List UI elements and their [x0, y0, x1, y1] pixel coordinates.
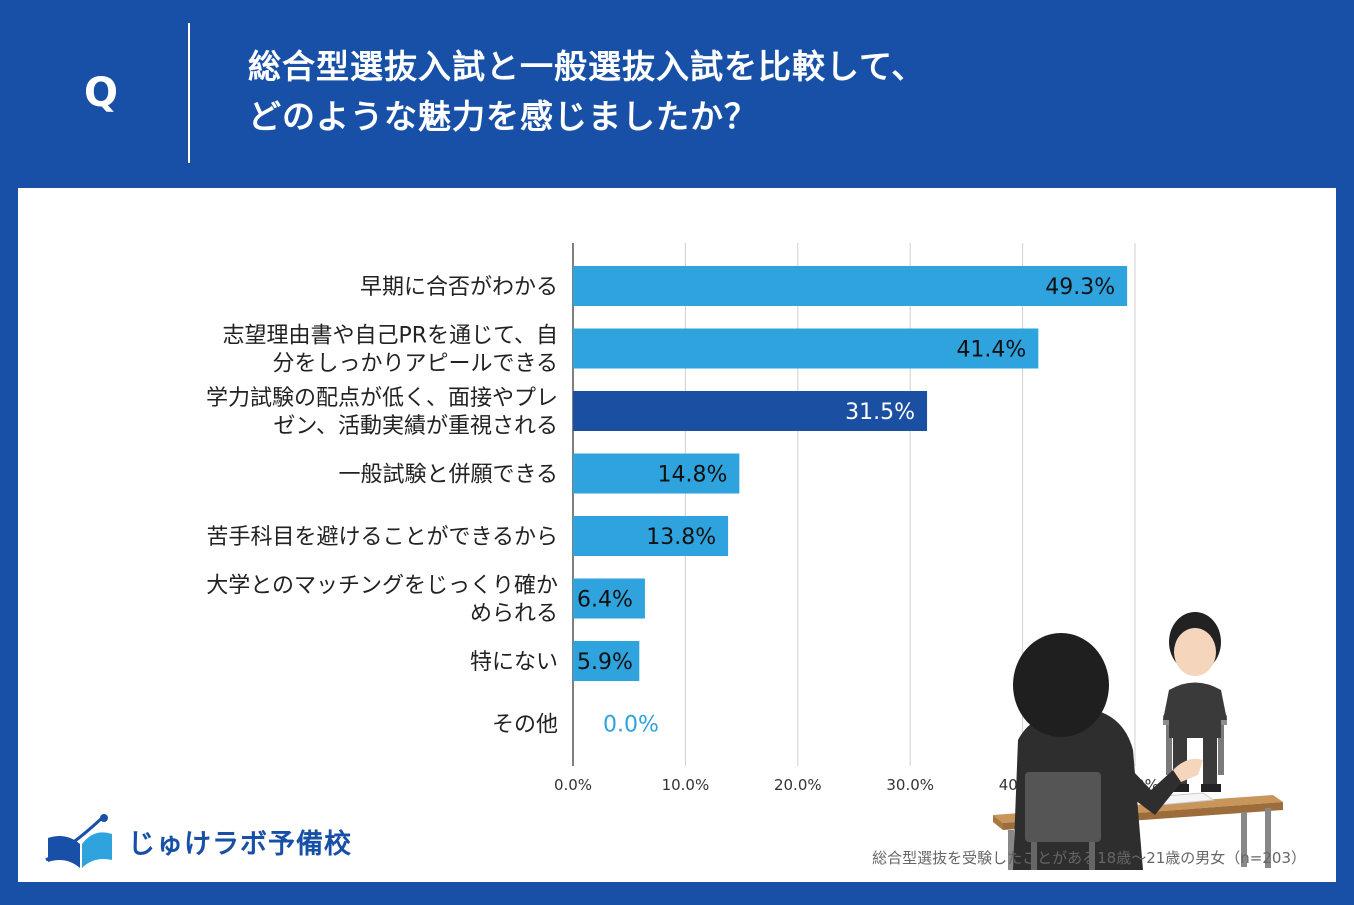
sample-footnote: 総合型選抜を受験したことがある18歳～21歳の男女（n=203）	[872, 849, 1306, 867]
data-label: 49.3%	[1045, 275, 1115, 300]
question-title: 総合型選抜入試と一般選抜入試を比較して、 どのような魅力を感じましたか？	[248, 42, 925, 142]
brand-logo: じゅけラボ予備校	[42, 810, 362, 870]
x-tick-label: 20.0%	[774, 776, 822, 794]
category-label: 大学とのマッチングをじっくり確か	[206, 574, 558, 599]
category-label: ゼン、活動実績が重視される	[273, 414, 558, 439]
header: Q 総合型選抜入試と一般選抜入試を比較して、 どのような魅力を感じましたか？	[0, 0, 1354, 188]
question-line-2: どのような魅力を感じましたか？	[248, 97, 758, 136]
x-tick-label: 10.0%	[662, 776, 710, 794]
header-divider	[188, 23, 190, 163]
bar	[573, 453, 740, 494]
data-label: 0.0%	[603, 713, 659, 738]
open-book-icon	[45, 814, 112, 868]
category-label: その他	[492, 713, 558, 738]
interviewer-figure	[1013, 633, 1203, 870]
bar	[573, 391, 928, 431]
student-figure	[1163, 612, 1227, 792]
interview-illustration	[993, 612, 1283, 870]
bar-chart: 0.0%10.0%20.0%30.0%40.0%50.0%49.3%早期に合否が…	[206, 243, 1159, 794]
category-label: 学力試験の配点が低く、面接やプレ	[206, 386, 558, 411]
category-label: められる	[470, 602, 558, 627]
x-tick-label: 0.0%	[554, 776, 592, 794]
chart-panel: 0.0%10.0%20.0%30.0%40.0%50.0%49.3%早期に合否が…	[18, 188, 1336, 882]
data-label: 31.5%	[845, 400, 915, 425]
bar	[573, 641, 640, 681]
bar	[573, 578, 645, 619]
logo-text: じゅけラボ予備校	[128, 829, 352, 860]
category-label: 特にない	[470, 650, 558, 675]
category-label: 志望理由書や自己PRを通じて、自	[223, 324, 558, 349]
category-label: 苦手科目を避けることができるから	[206, 525, 558, 550]
data-label: 5.9%	[577, 650, 633, 675]
data-label: 6.4%	[577, 588, 633, 613]
category-label: 分をしっかりアピールできる	[272, 352, 558, 377]
x-tick-label: 30.0%	[886, 776, 934, 794]
bar	[573, 516, 729, 556]
data-label: 14.8%	[657, 463, 727, 488]
data-label: 41.4%	[956, 338, 1026, 363]
question-line-1: 総合型選抜入試と一般選抜入試を比較して、	[248, 47, 926, 86]
category-label: 早期に合否がわかる	[360, 275, 558, 300]
data-label: 13.8%	[646, 525, 716, 550]
bar	[573, 328, 1039, 369]
category-label: 一般試験と併願できる	[338, 463, 558, 488]
bar	[573, 266, 1128, 306]
question-mark: Q	[84, 70, 119, 116]
